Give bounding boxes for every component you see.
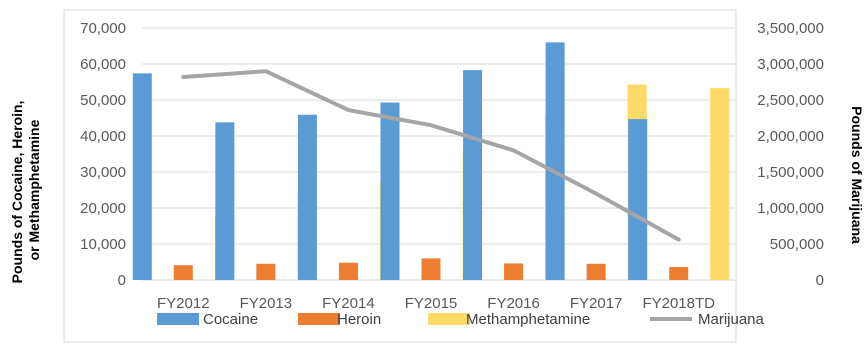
legend-swatch-cocaine xyxy=(157,313,199,325)
bar-cocaine xyxy=(380,102,400,281)
left-tick-label: 40,000 xyxy=(80,128,126,145)
legend-swatch-heroin xyxy=(298,313,340,325)
x-tick-label: FY2018TD xyxy=(642,295,715,312)
legend-label-methamphetamine: Methamphetamine xyxy=(466,311,590,328)
right-tick-label: 0 xyxy=(816,272,824,289)
legend-swatch-methamphetamine xyxy=(428,313,470,325)
bar-cocaine xyxy=(545,42,565,281)
legend-label-cocaine: Cocaine xyxy=(203,311,258,328)
bar-cocaine xyxy=(132,73,152,280)
left-tick-label: 20,000 xyxy=(80,200,126,217)
bar-cocaine xyxy=(297,114,317,280)
left-tick-label: 60,000 xyxy=(80,56,126,73)
legend-label-marijuana: Marijuana xyxy=(698,311,765,328)
right-tick-label: 500,000 xyxy=(770,236,824,253)
left-axis-ticks: 0 10,000 20,000 30,000 40,000 50,000 60,000 70,… xyxy=(80,20,126,289)
x-tick-label: FY2015 xyxy=(405,295,458,312)
left-axis-title-line-1: Pounds of Cocaine, Heroin, xyxy=(9,101,25,284)
x-tick-label: FY2013 xyxy=(240,295,293,312)
bar-heroin xyxy=(669,267,689,280)
bar-heroin xyxy=(173,265,193,280)
left-tick-label: 10,000 xyxy=(80,236,126,253)
right-tick-label: 3,000,000 xyxy=(757,56,824,73)
bar-heroin xyxy=(421,258,441,280)
right-axis-ticks: 0 500,000 1,000,000 1,500,000 2,000,000 2,500… xyxy=(757,20,824,289)
bar-cocaine xyxy=(215,122,235,280)
bar-methamphetamine xyxy=(710,88,730,281)
right-tick-label: 3,500,000 xyxy=(757,20,824,37)
left-tick-label: 0 xyxy=(118,272,126,289)
bar-cocaine xyxy=(628,119,648,280)
right-tick-label: 2,500,000 xyxy=(757,92,824,109)
plot-area-frame xyxy=(63,9,737,343)
right-tick-label: 1,500,000 xyxy=(757,164,824,181)
marijuana-line-layer xyxy=(181,69,681,242)
bar-cocaine xyxy=(463,70,483,281)
line-marijuana xyxy=(181,69,681,242)
bar-heroin xyxy=(586,263,606,280)
left-axis-title: Pounds of Cocaine, Heroin, or Methamphet… xyxy=(9,97,42,284)
legend: Cocaine Heroin Methamphetamine Marijuana xyxy=(157,311,765,328)
bar-heroin xyxy=(256,263,276,280)
x-tick-label: FY2014 xyxy=(322,295,375,312)
right-axis-title: Pounds of Marijuana xyxy=(849,106,865,244)
bars xyxy=(132,42,730,281)
x-axis-ticks: FY2012 FY2013 FY2014 FY2015 FY2016 FY2017 FY20… xyxy=(157,295,715,312)
bar-heroin xyxy=(338,262,358,280)
right-tick-label: 1,000,000 xyxy=(757,200,824,217)
x-tick-label: FY2017 xyxy=(570,295,623,312)
left-tick-label: 30,000 xyxy=(80,164,126,181)
left-tick-label: 70,000 xyxy=(80,20,126,37)
legend-label-heroin: Heroin xyxy=(337,311,381,328)
x-tick-label: FY2016 xyxy=(487,295,540,312)
right-tick-label: 2,000,000 xyxy=(757,128,824,145)
left-tick-label: 50,000 xyxy=(80,92,126,109)
bar-heroin xyxy=(504,263,524,280)
left-axis-title-line-2: or Methamphetamine xyxy=(26,119,42,260)
x-tick-label: FY2012 xyxy=(157,295,210,312)
